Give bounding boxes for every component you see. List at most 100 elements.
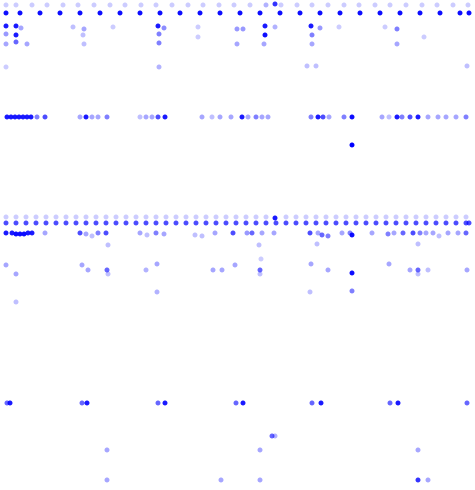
data-point [385,231,391,237]
data-point [353,220,359,226]
data-point [3,220,9,226]
data-point [278,2,284,8]
data-point [234,26,240,32]
data-point [415,267,421,273]
data-point [377,10,383,16]
data-point [387,2,393,8]
data-point [155,23,161,29]
data-point [265,114,271,120]
data-point [325,267,331,273]
data-point [95,230,101,236]
data-point [349,114,355,120]
data-point [143,267,149,273]
data-point [433,214,439,220]
data-point [325,2,331,8]
data-point [349,270,355,276]
data-point [23,220,29,226]
data-point [363,214,369,220]
data-point [144,232,150,238]
data-point [105,271,111,277]
data-point [3,262,9,268]
data-point [383,214,389,220]
data-point [216,2,222,8]
data-point [83,214,89,220]
data-point [13,2,19,8]
data-point [437,10,443,16]
data-point [75,2,81,8]
data-point [308,114,314,120]
data-point [223,214,229,220]
data-point [83,220,89,226]
data-point [394,41,400,47]
data-point [156,31,162,37]
data-point [464,400,470,406]
data-point [8,114,14,120]
data-point [103,220,109,226]
data-point [123,220,129,226]
data-point [303,220,309,226]
data-point [199,114,205,120]
data-point [3,64,9,70]
data-point [155,400,161,406]
data-point [464,63,470,69]
data-point [16,114,22,120]
data-point [117,10,123,16]
data-point [415,114,421,120]
data-point [463,214,469,220]
data-point [245,114,251,120]
data-point [443,214,449,220]
data-point [122,2,128,8]
data-point [218,477,224,483]
data-point [455,230,461,236]
data-point [314,241,320,247]
data-point [463,230,469,236]
data-point [403,214,409,220]
data-point [243,214,249,220]
data-point [199,233,205,239]
data-point [231,2,237,8]
data-point [294,2,300,8]
data-point [249,230,255,236]
data-point [13,214,19,220]
data-point [84,400,90,406]
data-point [313,63,319,69]
data-point [104,114,110,120]
data-point [13,23,19,29]
data-point [154,289,160,295]
data-point [277,10,283,16]
data-point [261,41,267,47]
data-point [349,142,355,148]
data-point [3,2,9,8]
data-point [417,230,423,236]
data-point [263,2,269,8]
data-point [466,220,472,226]
data-point [153,214,159,220]
data-point [149,114,155,120]
data-point [326,114,332,120]
data-point [197,10,203,16]
data-point [28,114,34,120]
data-point [173,214,179,220]
data-point [17,231,23,237]
data-point [387,400,393,406]
data-point [143,214,149,220]
data-point [21,231,27,237]
data-point [433,220,439,226]
data-point [83,114,89,120]
data-point [257,267,263,273]
data-point [453,214,459,220]
data-point [18,25,24,31]
data-point [271,230,277,236]
data-point [233,220,239,226]
data-point [155,114,161,120]
data-points [3,1,472,483]
data-point [464,267,470,273]
data-point [463,114,469,120]
data-point [9,230,15,236]
data-point [315,114,321,120]
data-point [304,63,310,69]
data-point [259,230,265,236]
data-point [193,220,199,226]
data-point [143,220,149,226]
data-point [212,230,218,236]
